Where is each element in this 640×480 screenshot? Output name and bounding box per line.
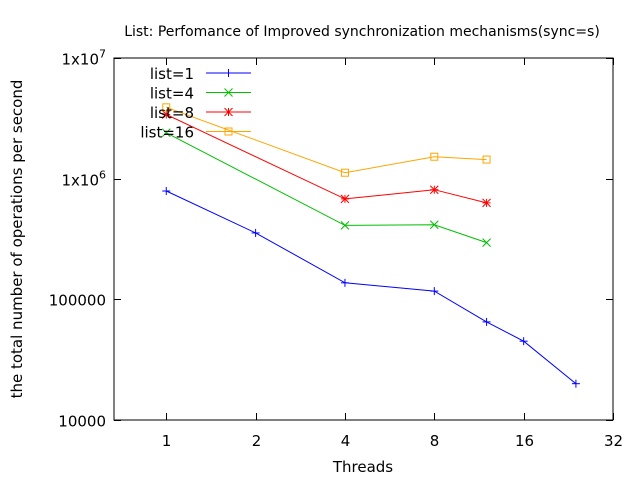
data-point [571,379,580,388]
data-point [340,168,349,177]
data-point [162,103,171,112]
y-tick-label: 1x107 [61,48,106,69]
data-point [429,185,439,195]
y-tick-label: 100000 [49,292,106,310]
data-point [340,278,349,287]
x-tick-label: 8 [430,432,440,450]
series-list-16 [162,103,491,177]
legend-marker [224,107,233,117]
legend-label: list=16 [140,124,194,142]
data-point [430,152,439,161]
x-axis-label: Threads [332,458,393,476]
legend-label: list=8 [150,104,194,122]
data-point [162,187,171,196]
series-line [166,106,487,174]
x-tick-label: 16 [515,432,534,450]
series-list-4 [161,128,491,247]
x-tick-label: 2 [252,432,262,450]
data-point [482,198,491,208]
data-point [161,128,171,138]
chart-title: List: Perfomance of Improved synchroniza… [124,24,600,40]
x-tick-label: 4 [341,432,351,450]
data-point [482,155,491,164]
axes: 1 2 4 8 16 32 10000 100000 1x106 1x107 [49,48,623,451]
y-tick-label: 10000 [58,413,106,431]
data-point [519,337,528,346]
data-point [251,228,260,237]
legend-marker [224,69,233,77]
data-point [340,221,350,230]
data-point [161,110,171,119]
legend-label: list=4 [150,85,194,103]
x-tick-label: 1 [162,432,172,450]
series-line [166,132,487,244]
data-point [482,238,491,247]
series-line [166,114,487,204]
legend-label: list=1 [150,65,194,83]
data-point [340,194,350,204]
data-point [482,317,491,326]
legend-marker [224,88,233,97]
data-point [429,220,439,230]
series-list-8 [161,110,491,208]
x-tick-label: 32 [604,432,623,450]
plot-border [113,57,614,421]
legend-marker [224,127,233,136]
series-list-1 [162,187,580,388]
series-layer [161,103,580,388]
data-point [430,287,439,296]
y-tick-label: 1x106 [61,169,106,190]
y-axis-label: the total number of operations per secon… [8,80,26,399]
series-line [166,190,577,385]
